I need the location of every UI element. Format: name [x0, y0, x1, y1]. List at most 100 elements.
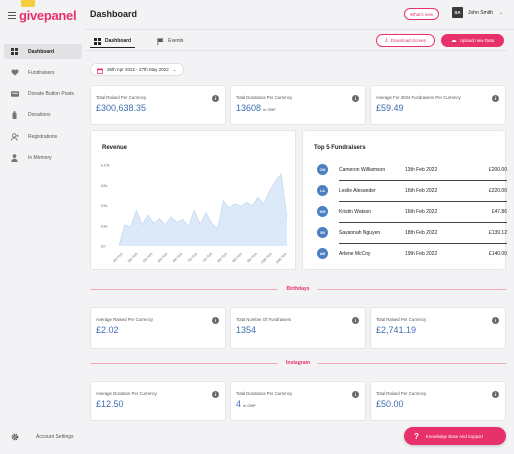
sidebar-item-donate-button-posts[interactable]: Donate Button Posts	[4, 87, 82, 102]
list-item[interactable]: LA Leslie Alexander 16th Feb 2022 £220.00	[317, 180, 507, 201]
x-tick-label: 6th Feb	[172, 252, 183, 263]
sidebar-item-label: In Memory	[28, 154, 52, 161]
stat-value: 13608 in GBP	[236, 103, 276, 113]
y-tick-label: £5k	[101, 203, 107, 208]
stat-card-instagram-average: Average Donation Per Currency £12.50 i	[90, 381, 226, 421]
upload-new-data-button[interactable]: ☁ Upload new Data	[441, 34, 504, 47]
fundraiser-name: Cameron Williamson	[339, 166, 386, 173]
logo-text: givepanel	[19, 8, 77, 23]
sidebar-item-label: Donations	[28, 112, 51, 119]
top-bar: Dashboard What's new SA John Smith ⌄	[84, 0, 514, 30]
section-divider-birthdays: Birthdays	[90, 284, 506, 294]
user-name: John Smith	[468, 9, 494, 16]
fundraiser-name: Savannah Nguyen	[339, 229, 381, 236]
stat-card-birthdays-fundraisers: Total Number Of Fundraisers 1354 i	[230, 307, 366, 349]
sidebar-item-dashboard[interactable]: Dashboard	[4, 44, 82, 59]
page-title: Dashboard	[90, 9, 138, 19]
heart-icon	[10, 68, 19, 77]
x-tick-label: 10th Feb	[275, 252, 288, 265]
revenue-area	[119, 173, 287, 246]
user-menu[interactable]: SA John Smith ⌄	[452, 7, 503, 18]
stat-value: £2.02	[96, 325, 119, 335]
info-icon[interactable]: i	[212, 95, 219, 102]
top-fundraisers-card: Top 5 Fundraisers CW Cameron Williamson 13…	[302, 130, 507, 270]
avatar: SA	[452, 7, 463, 18]
fundraiser-date: 19th Feb 2022	[405, 250, 438, 257]
logo[interactable]: givepanel	[19, 0, 77, 23]
list-item[interactable]: AM Arlene McCoy 19th Feb 2022 £140.00	[317, 243, 507, 264]
sidebar-item-donations[interactable]: Donations	[4, 108, 82, 123]
info-icon[interactable]: i	[212, 317, 219, 324]
knowledge-base-button[interactable]: ? Knowledge Base And Support	[404, 427, 506, 445]
stat-label: Total Raised Per Currency	[376, 317, 427, 322]
grid-icon	[94, 32, 101, 50]
stat-label: Total Donations Per Currency	[236, 95, 293, 100]
help-label: Knowledge Base And Support	[425, 433, 483, 439]
stat-label: Total Donations Per Currency	[236, 391, 293, 396]
menu-icon[interactable]	[8, 12, 16, 19]
sidebar-item-fundraisers[interactable]: Fundraisers	[4, 65, 82, 80]
tabs: Dashboard Events	[90, 34, 205, 48]
grid-icon	[10, 47, 19, 56]
x-tick-label: 7th Feb	[187, 252, 198, 263]
money-icon	[10, 111, 19, 120]
info-icon[interactable]: i	[352, 95, 359, 102]
user-icon	[10, 153, 19, 162]
list-item[interactable]: KW Kristin Watson 16th Feb 2022 £47.86	[317, 201, 507, 222]
info-icon[interactable]: i	[212, 391, 219, 398]
list-item[interactable]: CW Cameron Williamson 13th Feb 2022 £200.00	[317, 159, 507, 180]
info-icon[interactable]: i	[492, 317, 499, 324]
fundraiser-amount: £140.00	[488, 250, 507, 257]
date-range-picker[interactable]: 26th Apr 2022 - 27th May 2022 ⌄	[90, 63, 184, 76]
chevron-down-icon: ⌄	[499, 9, 504, 16]
tabs-divider	[84, 50, 508, 51]
stat-card-birthdays-average: Average Raised Per Currency £2.02 i	[90, 307, 226, 349]
sidebar-item-account-settings[interactable]: Account Settings	[10, 432, 74, 441]
info-icon[interactable]: i	[352, 391, 359, 398]
date-range-value: 26th Apr 2022 - 27th May 2022	[107, 67, 169, 72]
stat-value: 1354	[236, 325, 257, 335]
stat-label: Total Number Of Fundraisers	[236, 317, 292, 322]
stat-value: £2,741.19	[376, 325, 417, 335]
download-screen-button[interactable]: ⤓ Download Screen	[376, 34, 435, 47]
stat-card-instagram-donations: Total Donations Per Currency 4 in GBP i	[230, 381, 366, 421]
user-add-icon	[10, 132, 19, 141]
list-item[interactable]: SN Savannah Nguyen 18th Feb 2022 £139.12	[317, 222, 507, 243]
flag-icon	[157, 32, 164, 50]
stat-value: 4 in GBP	[236, 399, 256, 409]
section-divider-instagram: Instagram	[90, 358, 506, 368]
x-tick-label: 10th Feb	[260, 252, 273, 265]
logo-badge	[21, 0, 35, 7]
row-divider	[339, 180, 507, 181]
fundraiser-name: Arlene McCoy	[339, 250, 371, 257]
download-label: Download Screen	[390, 38, 427, 43]
stat-value: £300,638.35	[96, 103, 147, 113]
info-icon[interactable]: i	[492, 391, 499, 398]
stat-label: Total Raised Per Currency	[376, 391, 427, 396]
brand: givepanel	[8, 0, 77, 23]
gear-icon	[10, 432, 19, 441]
row-divider	[339, 222, 507, 223]
sidebar-item-label: Donate Button Posts	[28, 91, 74, 98]
revenue-line	[118, 173, 288, 247]
revenue-chart-card: Revenue £10k £8k £5k £3k £0 4th Feb 5th Feb 5th…	[90, 130, 296, 270]
sidebar-item-label: Registrations	[28, 133, 58, 140]
info-icon[interactable]: i	[492, 95, 499, 102]
info-icon[interactable]: i	[352, 317, 359, 324]
fundraiser-amount: £200.00	[488, 166, 507, 173]
stat-label: Average Donation Per Currency	[96, 391, 157, 396]
sidebar-item-in-memory[interactable]: In Memory	[4, 150, 82, 165]
whats-new-button[interactable]: What's new	[404, 8, 440, 20]
avatar: CW	[317, 164, 328, 175]
fundraiser-date: 16th Feb 2022	[405, 187, 438, 194]
sidebar-item-registrations[interactable]: Registrations	[4, 129, 82, 144]
tab-dashboard[interactable]: Dashboard	[90, 32, 136, 50]
x-tick-label: 6th Feb	[157, 252, 168, 263]
y-tick-label: £3k	[101, 223, 107, 228]
x-tick-label: 5th Feb	[127, 252, 138, 263]
card-icon	[10, 90, 19, 99]
cloud-upload-icon: ☁	[450, 38, 457, 44]
fundraiser-amount: £139.12	[488, 229, 507, 236]
y-tick-label: £0	[101, 244, 106, 249]
tab-events[interactable]: Events	[153, 34, 187, 48]
